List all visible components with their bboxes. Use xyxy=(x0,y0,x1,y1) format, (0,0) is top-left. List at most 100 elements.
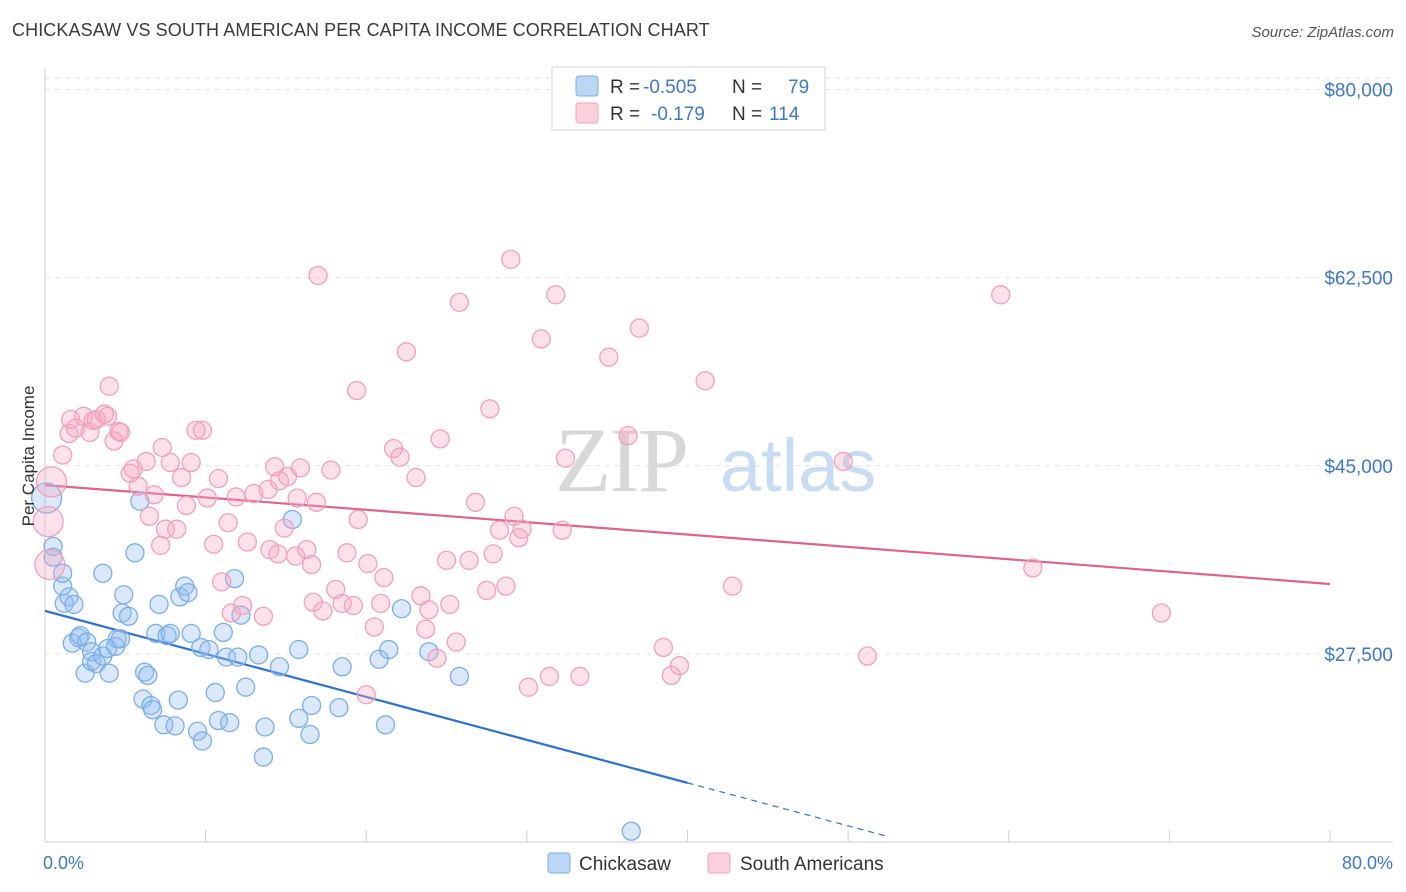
south-americans-point-69 xyxy=(364,617,384,637)
south-americans-point-0 xyxy=(32,506,64,538)
south-americans-point-108 xyxy=(669,656,690,676)
x-tick-label-min: 0.0% xyxy=(43,853,84,873)
chickasaw-point-44 xyxy=(187,721,208,741)
south-americans-point-84 xyxy=(449,292,470,313)
south-americans-point-13 xyxy=(99,376,119,396)
south-americans-point-22 xyxy=(144,485,164,505)
south-americans-point-57 xyxy=(306,492,327,512)
south-americans-point-86 xyxy=(465,492,486,512)
chickasaw-point-42 xyxy=(178,582,198,603)
y-tick-label-2: $62,500 xyxy=(1324,269,1393,290)
y-tick-label-3: $80,000 xyxy=(1324,81,1393,102)
south-americans-point-23 xyxy=(150,535,171,555)
bottom-legend-label-south-americans: South Americans xyxy=(740,854,884,875)
south-americans-point-77 xyxy=(416,619,436,639)
chickasaw-point-59 xyxy=(255,717,275,737)
south-americans-point-64 xyxy=(343,595,364,616)
south-americans-point-68 xyxy=(358,553,378,574)
chickasaw-point-65 xyxy=(301,695,322,716)
chickasaw-point-37 xyxy=(160,623,180,644)
chickasaw-point-36 xyxy=(157,625,177,646)
south-americans-point-51 xyxy=(285,546,306,566)
south-americans-point-3 xyxy=(53,445,73,465)
south-americans-point-87 xyxy=(477,580,497,601)
south-americans-point-25 xyxy=(155,519,176,539)
south-americans-point-27 xyxy=(167,519,187,539)
bottom-legend-label-chickasaw: Chickasaw xyxy=(579,854,671,875)
south-americans-point-105 xyxy=(629,318,649,338)
south-americans-point-52 xyxy=(287,488,307,508)
legend-n-label-1: N = xyxy=(732,77,762,98)
legend-r-label-1: R = xyxy=(610,77,640,98)
chickasaw-point-50 xyxy=(213,622,233,643)
south-americans-point-43 xyxy=(253,606,274,626)
chickasaw-point-45 xyxy=(191,637,211,658)
legend: R = -0.505 N = 79 R = -0.179 N = 114 xyxy=(551,66,826,131)
south-americans-point-40 xyxy=(232,595,253,616)
data-points xyxy=(30,249,1171,841)
south-americans-point-89 xyxy=(483,544,503,564)
south-americans-point-61 xyxy=(326,579,346,600)
chickasaw-point-19 xyxy=(99,663,119,683)
south-americans-point-54 xyxy=(297,539,317,560)
y-tick-label-1: $45,000 xyxy=(1324,457,1393,478)
south-americans-point-38 xyxy=(221,603,241,623)
south-americans-point-19 xyxy=(128,476,148,496)
south-americans-point-39 xyxy=(226,487,246,507)
chickasaw-point-54 xyxy=(228,647,248,667)
south-americans-point-90 xyxy=(489,520,510,540)
bottom-legend-swatch-chickasaw xyxy=(547,852,571,874)
south-americans-point-31 xyxy=(186,420,206,440)
chickasaw-point-68 xyxy=(369,649,389,669)
chickasaw-point-15 xyxy=(86,653,107,674)
chickasaw-point-70 xyxy=(379,639,399,660)
chickasaw-point-18 xyxy=(97,638,118,659)
south-americans-point-59 xyxy=(313,601,333,621)
watermark-zip: ZIP xyxy=(555,409,687,511)
chickasaw-point-66 xyxy=(329,697,349,718)
south-americans-point-110 xyxy=(722,576,743,596)
south-americans-point-96 xyxy=(518,677,539,697)
legend-n-value-1: 79 xyxy=(788,77,809,98)
south-americans-point-49 xyxy=(274,518,294,538)
south-americans-point-20 xyxy=(136,451,156,472)
chickasaw-point-29 xyxy=(134,662,155,682)
chickasaw-trend-line-extension xyxy=(687,782,889,838)
legend-swatch-chickasaw xyxy=(575,75,599,97)
y-axis-title: Per Capita Income xyxy=(19,386,38,527)
south-americans-point-2 xyxy=(35,466,68,498)
south-americans-point-102 xyxy=(570,666,590,687)
chickasaw-point-14 xyxy=(81,642,102,662)
bottom-legend: Chickasaw South Americans xyxy=(547,852,884,875)
legend-r-label-2: R = xyxy=(610,104,640,125)
south-americans-point-79 xyxy=(427,648,447,668)
south-americans-point-1 xyxy=(34,549,66,581)
legend-n-label-2: N = xyxy=(732,104,762,125)
south-americans-point-67 xyxy=(356,685,376,705)
y-tick-labels: $27,500 $45,000 $62,500 $80,000 xyxy=(1324,81,1393,666)
source-label: Source: ZipAtlas.com xyxy=(1251,24,1394,41)
south-americans-point-80 xyxy=(430,429,450,449)
south-americans-point-30 xyxy=(181,452,201,473)
chickasaw-point-2 xyxy=(43,547,63,567)
y-tick-label-0: $27,500 xyxy=(1324,645,1393,666)
south-americans-point-63 xyxy=(337,543,357,563)
south-americans-point-113 xyxy=(991,285,1011,305)
x-tick-label-max: 80.0% xyxy=(1342,853,1393,873)
south-americans-point-41 xyxy=(237,532,258,552)
chickasaw-point-58 xyxy=(253,747,274,767)
legend-n-value-2: 114 xyxy=(769,104,800,125)
south-americans-point-100 xyxy=(552,520,572,540)
south-americans-point-74 xyxy=(396,342,417,362)
south-americans-point-75 xyxy=(406,467,426,488)
chickasaw-point-1 xyxy=(43,536,63,557)
south-americans-point-28 xyxy=(171,467,192,488)
south-americans-point-36 xyxy=(212,572,232,592)
south-americans-point-88 xyxy=(480,399,500,419)
chickasaw-point-52 xyxy=(220,713,240,733)
south-americans-point-92 xyxy=(501,249,521,270)
chickasaw-point-38 xyxy=(165,716,185,736)
south-americans-point-12 xyxy=(97,406,118,426)
south-americans-point-78 xyxy=(419,600,439,620)
bottom-legend-swatch-south-americans xyxy=(707,852,731,874)
